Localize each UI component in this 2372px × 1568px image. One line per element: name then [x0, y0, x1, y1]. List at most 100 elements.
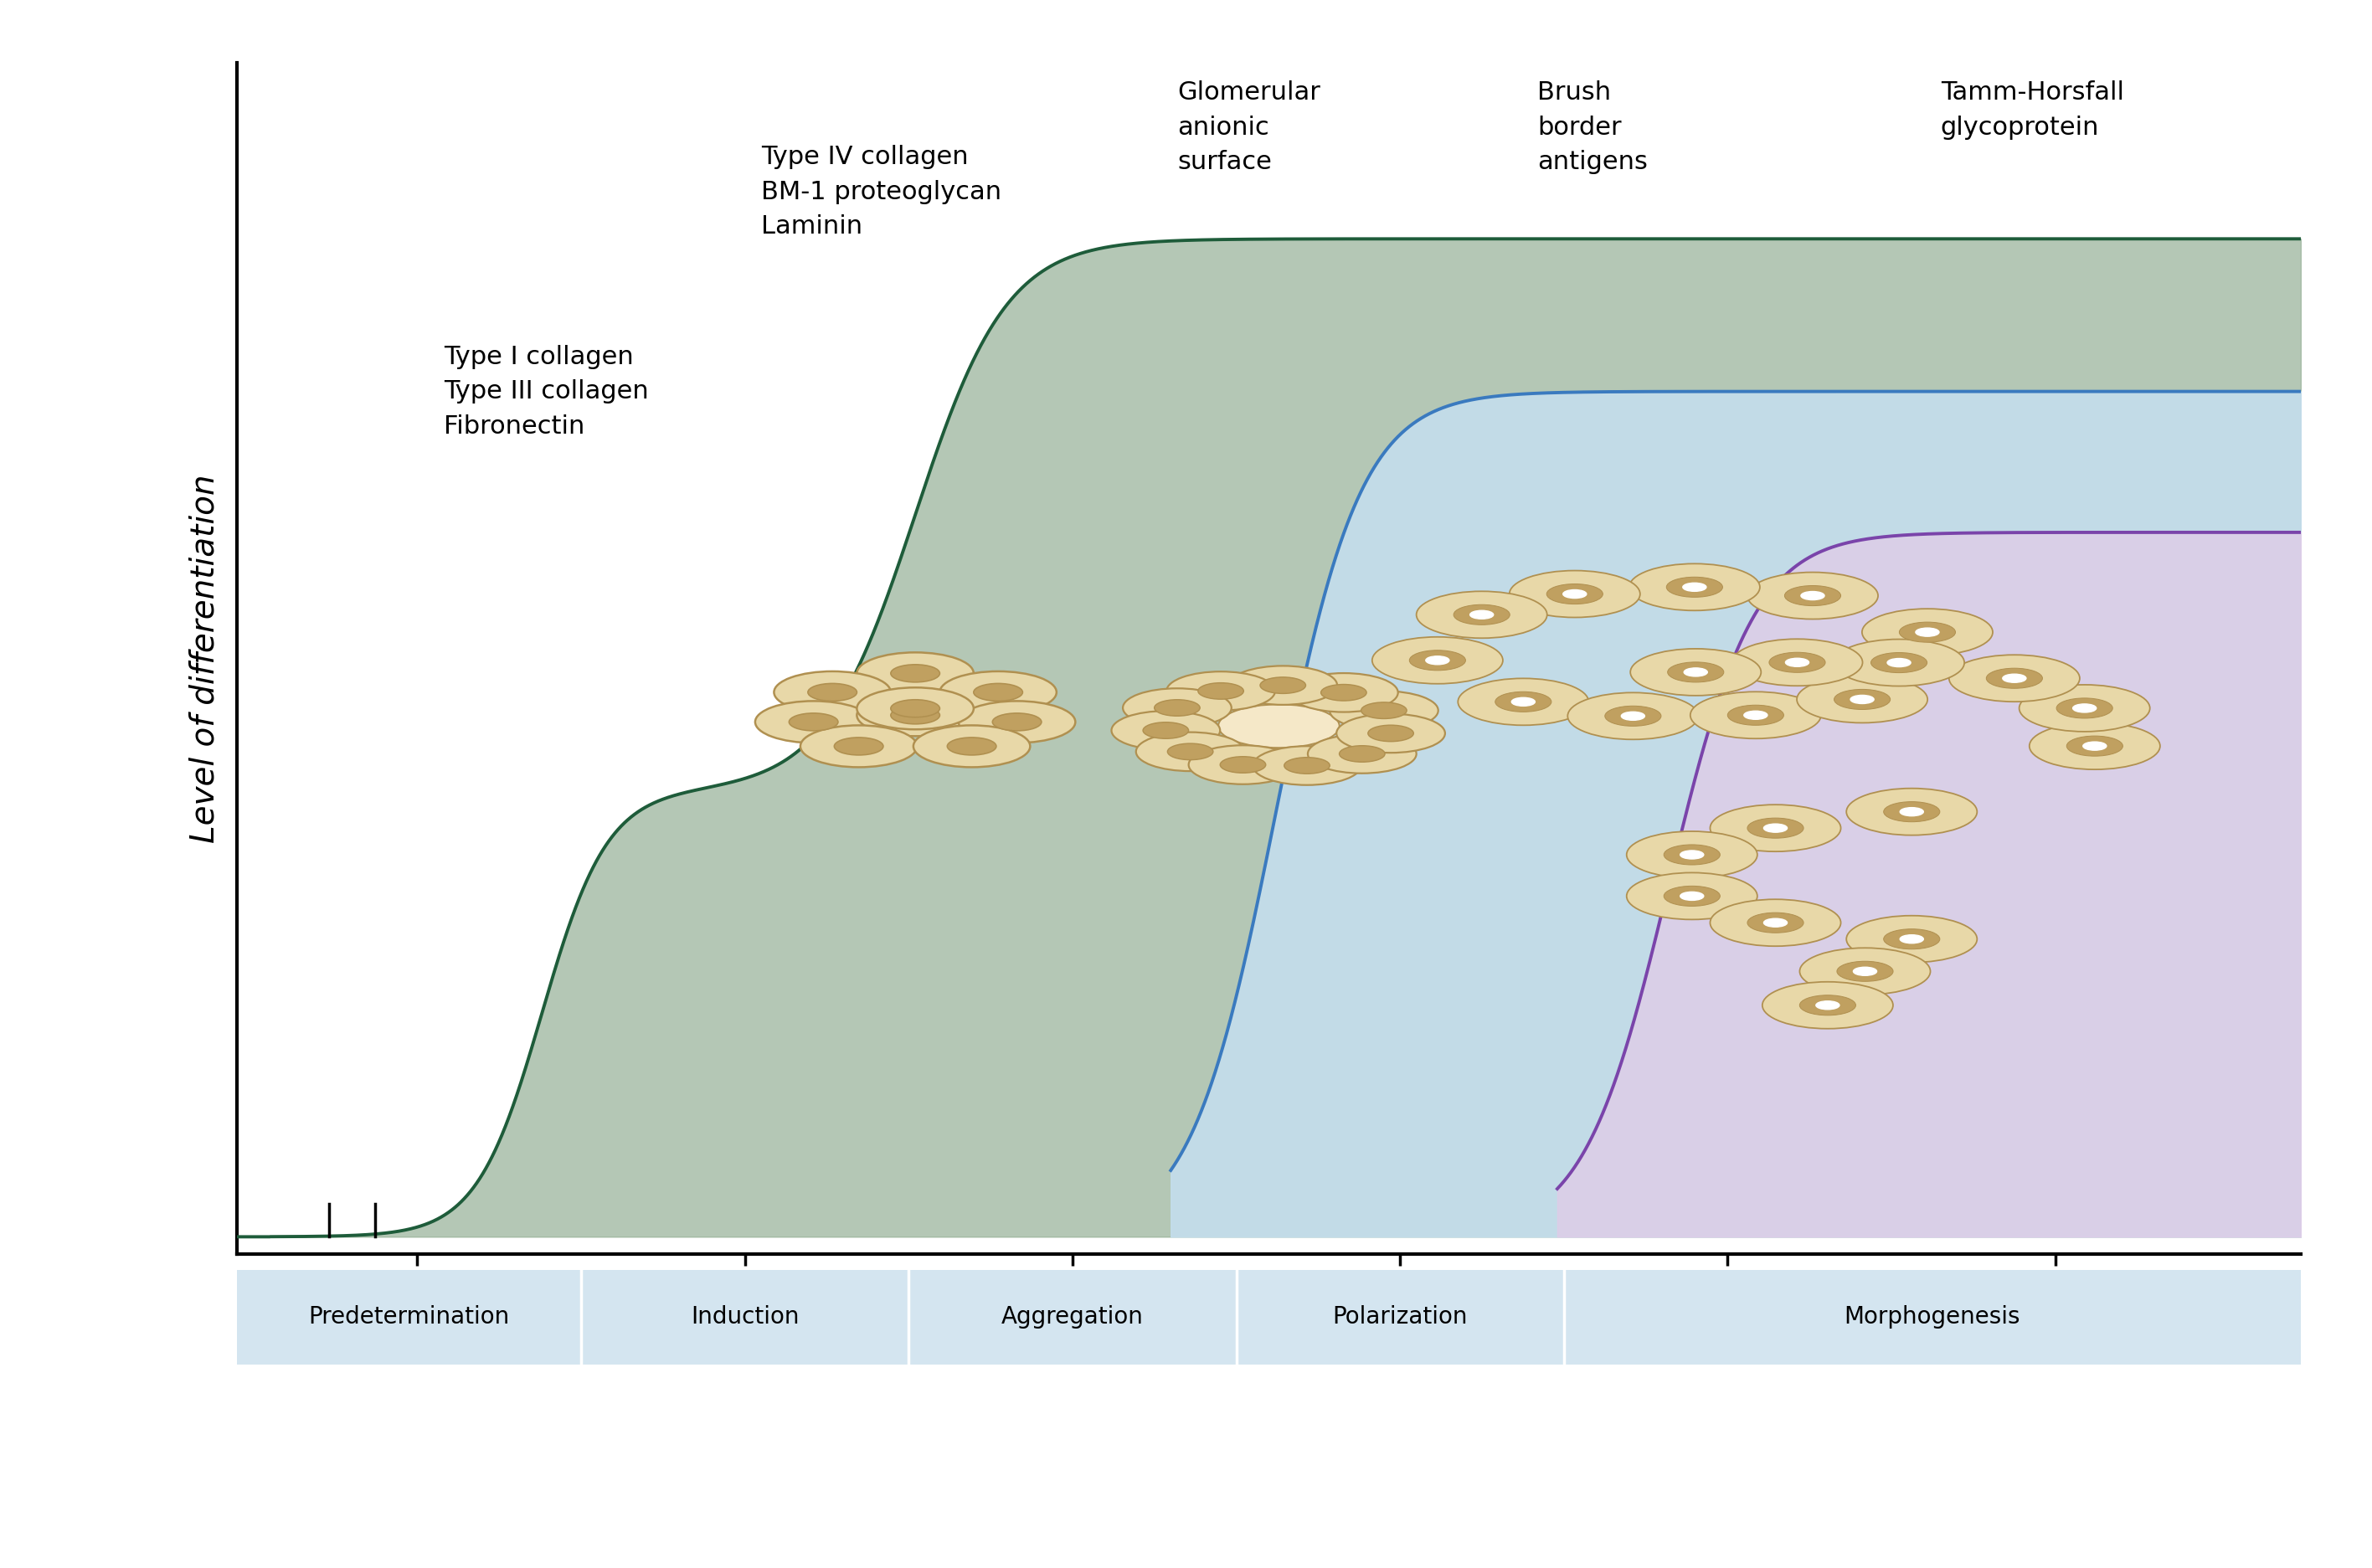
Circle shape: [1888, 659, 1912, 666]
Circle shape: [1471, 610, 1494, 619]
Circle shape: [1155, 699, 1200, 717]
Circle shape: [1800, 949, 1931, 994]
Circle shape: [835, 737, 882, 756]
Circle shape: [1853, 967, 1876, 975]
Circle shape: [1817, 1000, 1838, 1010]
Circle shape: [1900, 808, 1924, 815]
Circle shape: [2057, 698, 2113, 718]
Circle shape: [1416, 591, 1547, 638]
Circle shape: [1260, 677, 1305, 693]
Circle shape: [939, 671, 1056, 713]
Circle shape: [1765, 919, 1786, 927]
Circle shape: [1568, 693, 1698, 740]
Circle shape: [1710, 900, 1841, 946]
Circle shape: [1784, 585, 1841, 605]
Circle shape: [1663, 845, 1720, 866]
Circle shape: [1454, 605, 1511, 624]
Text: Type I collagen
Type III collagen
Fibronectin: Type I collagen Type III collagen Fibron…: [444, 345, 648, 439]
Circle shape: [790, 713, 837, 731]
Circle shape: [1627, 873, 1758, 919]
Circle shape: [1748, 572, 1879, 619]
Circle shape: [1167, 671, 1276, 710]
Circle shape: [1369, 724, 1414, 742]
Circle shape: [973, 684, 1022, 701]
Circle shape: [2002, 674, 2026, 682]
Circle shape: [1321, 684, 1366, 701]
Circle shape: [1219, 757, 1267, 773]
Circle shape: [1563, 590, 1587, 599]
Circle shape: [1426, 655, 1449, 665]
Circle shape: [1630, 563, 1760, 610]
Circle shape: [754, 701, 873, 743]
Circle shape: [1668, 662, 1724, 682]
Circle shape: [1219, 704, 1340, 748]
Text: Morphogenesis: Morphogenesis: [1843, 1306, 2021, 1328]
Circle shape: [1850, 695, 1874, 704]
Circle shape: [1950, 655, 2080, 702]
Circle shape: [892, 665, 939, 682]
Circle shape: [1845, 916, 1978, 963]
Circle shape: [1663, 886, 1720, 906]
Circle shape: [2083, 742, 2106, 750]
Circle shape: [1362, 702, 1407, 718]
Circle shape: [1684, 668, 1708, 676]
Circle shape: [1122, 688, 1231, 728]
Circle shape: [991, 713, 1041, 731]
Text: Aggregation: Aggregation: [1001, 1306, 1143, 1328]
Circle shape: [1668, 577, 1722, 597]
Text: Type IV collagen
BM-1 proteoglycan
Laminin: Type IV collagen BM-1 proteoglycan Lamin…: [761, 144, 1001, 238]
Circle shape: [1112, 710, 1219, 750]
Circle shape: [1836, 961, 1893, 982]
Circle shape: [1710, 804, 1841, 851]
Circle shape: [1786, 659, 1810, 666]
Circle shape: [1340, 746, 1385, 762]
Circle shape: [1188, 745, 1297, 784]
Circle shape: [1511, 698, 1535, 706]
Circle shape: [856, 687, 973, 729]
Circle shape: [1620, 712, 1644, 720]
Circle shape: [1727, 706, 1784, 726]
Circle shape: [892, 707, 939, 724]
Circle shape: [1679, 892, 1703, 900]
Circle shape: [1307, 734, 1416, 773]
Circle shape: [809, 684, 856, 701]
Circle shape: [1748, 818, 1803, 839]
X-axis label: Days in vitro: Days in vitro: [1167, 1316, 1371, 1348]
Circle shape: [1872, 652, 1926, 673]
Circle shape: [1762, 982, 1893, 1029]
Circle shape: [913, 726, 1029, 767]
Circle shape: [2030, 723, 2161, 770]
Circle shape: [1630, 649, 1760, 696]
Circle shape: [1834, 690, 1890, 709]
Circle shape: [2066, 735, 2123, 756]
Circle shape: [1798, 676, 1928, 723]
Circle shape: [1679, 850, 1703, 859]
Circle shape: [1691, 691, 1822, 739]
Text: Tamm-Horsfall
glycoprotein: Tamm-Horsfall glycoprotein: [1940, 80, 2123, 140]
Circle shape: [1900, 622, 1955, 643]
Circle shape: [1136, 732, 1245, 771]
Circle shape: [773, 671, 892, 713]
Circle shape: [1800, 591, 1824, 601]
Circle shape: [892, 699, 939, 717]
Circle shape: [1765, 823, 1786, 833]
Circle shape: [1331, 691, 1437, 731]
Circle shape: [1283, 757, 1331, 773]
Circle shape: [1335, 713, 1445, 753]
Circle shape: [1883, 801, 1940, 822]
Circle shape: [1682, 583, 1705, 591]
Circle shape: [1252, 746, 1362, 786]
Circle shape: [1627, 831, 1758, 878]
Circle shape: [1834, 640, 1964, 687]
Circle shape: [1409, 651, 1466, 671]
Circle shape: [1732, 640, 1862, 685]
Circle shape: [1547, 583, 1603, 604]
Circle shape: [856, 652, 973, 695]
Text: Glomerular
anionic
surface: Glomerular anionic surface: [1177, 80, 1321, 174]
Circle shape: [2019, 685, 2149, 732]
Circle shape: [1371, 637, 1504, 684]
Circle shape: [1143, 723, 1188, 739]
Circle shape: [1606, 706, 1660, 726]
Circle shape: [1459, 679, 1589, 726]
Circle shape: [1494, 691, 1551, 712]
